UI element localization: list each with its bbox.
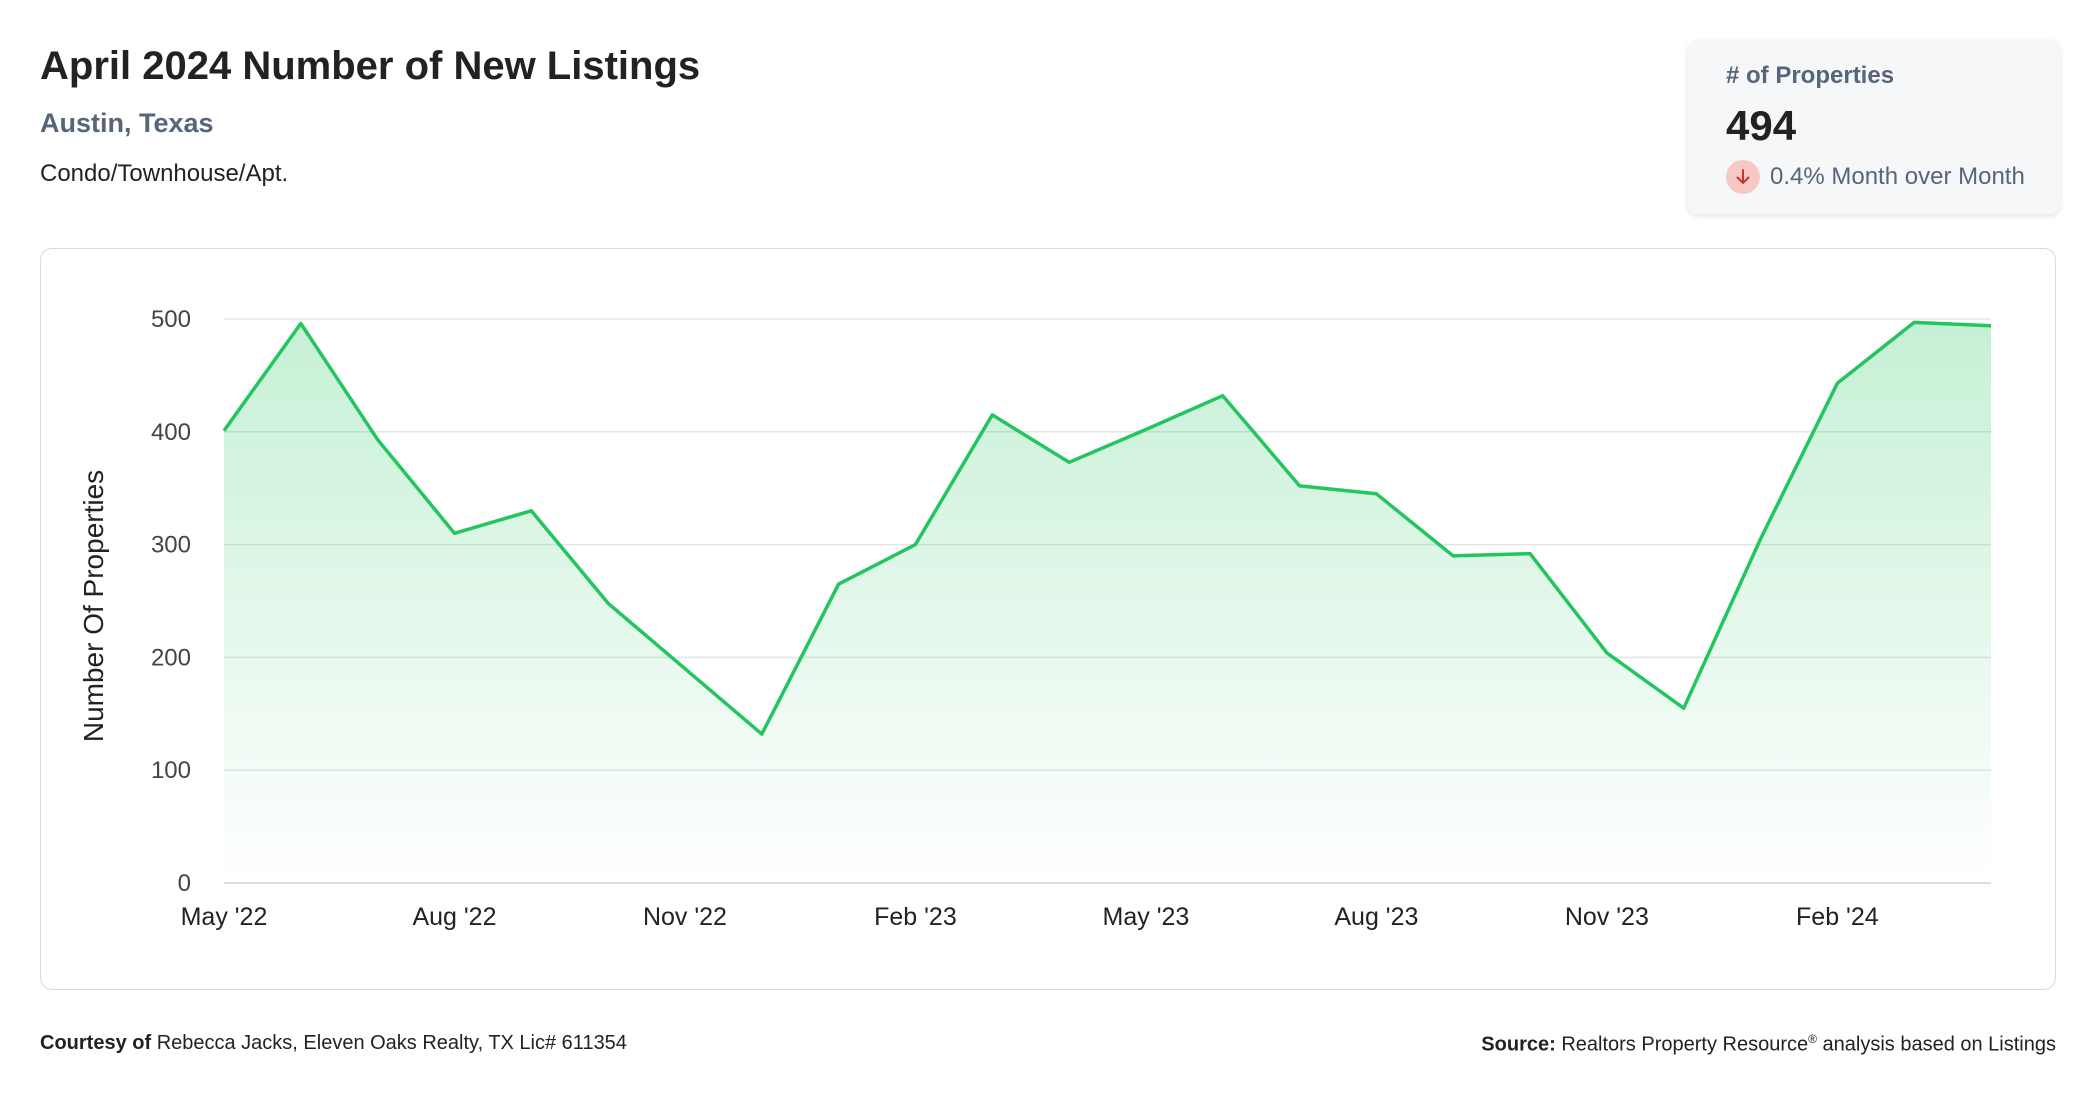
data-point-2022-05 <box>222 429 226 433</box>
source-text-b: analysis based on Listings <box>1816 1033 2057 1056</box>
stat-value: 494 <box>1726 102 1797 149</box>
source-footer: Source: Realtors Property Resource® anal… <box>1481 1032 2056 1057</box>
chart-container: 0 100 200 300 400 500 May '22 Aug '22 Nov '22 Fe… <box>40 248 2056 990</box>
data-point-2022-09 <box>529 509 533 513</box>
registered-mark: ® <box>1808 1032 1817 1046</box>
area-fill <box>224 322 1991 883</box>
data-point-2022-12 <box>760 732 764 736</box>
series-line <box>222 320 1992 736</box>
data-point-2023-09 <box>1451 554 1455 558</box>
data-point-2023-03 <box>990 413 994 417</box>
data-point-2023-12 <box>1682 706 1686 710</box>
source-text-a: Realtors Property Resource <box>1561 1033 1809 1056</box>
arrow-down-icon <box>1726 160 1760 194</box>
x-tick-label: May '22 <box>181 903 268 931</box>
x-tick-label: Nov '22 <box>643 903 727 931</box>
data-point-2024-03 <box>1912 320 1916 324</box>
data-point-2023-11 <box>1605 651 1609 655</box>
data-point-2023-10 <box>1528 552 1532 556</box>
y-tick-label: 100 <box>151 757 191 784</box>
courtesy-label: Courtesy of <box>40 1032 152 1054</box>
courtesy-text: Rebecca Jacks, Eleven Oaks Realty, TX Li… <box>156 1032 627 1054</box>
data-point-2023-05 <box>1144 428 1148 432</box>
properties-stat-card: # of Properties 494 0.4% Month over Mont… <box>1688 40 2060 214</box>
x-tick-label: Nov '23 <box>1565 903 1649 931</box>
x-tick-label: May '23 <box>1103 903 1190 931</box>
stat-change-text: 0.4% Month over Month <box>1770 163 2025 190</box>
data-point-2022-08 <box>453 531 457 535</box>
data-point-2022-06 <box>299 322 303 326</box>
x-tick-label: Aug '22 <box>412 903 496 931</box>
data-point-2023-07 <box>1298 484 1302 488</box>
data-point-2023-02 <box>913 543 917 547</box>
data-point-2024-02 <box>1835 381 1839 385</box>
data-point-2023-04 <box>1067 460 1071 464</box>
source-label: Source: <box>1481 1033 1556 1056</box>
data-point-2022-11 <box>683 667 687 671</box>
y-tick-label: 500 <box>151 306 191 333</box>
x-tick-label: Feb '23 <box>874 903 957 931</box>
y-tick-label: 300 <box>151 532 191 559</box>
location-subtitle: Austin, Texas <box>40 108 214 138</box>
y-tick-label: 400 <box>151 419 191 446</box>
y-tick-label: 200 <box>151 644 191 671</box>
y-tick-label: 0 <box>178 870 191 897</box>
x-tick-label: Feb '24 <box>1796 903 1879 931</box>
data-point-2022-07 <box>376 438 380 442</box>
x-tick-label: Aug '23 <box>1334 903 1418 931</box>
data-point-2023-01 <box>837 582 841 586</box>
y-axis-label: Number Of Properties <box>78 470 109 742</box>
property-category: Condo/Townhouse/Apt. <box>40 160 289 187</box>
data-point-2022-10 <box>606 601 610 605</box>
page-title: April 2024 Number of New Listings <box>40 44 701 88</box>
data-point-2023-08 <box>1374 492 1378 496</box>
new-listings-area-chart: 0 100 200 300 400 500 May '22 Aug '22 Nov '22 Fe… <box>78 306 1993 931</box>
stat-change: 0.4% Month over Month <box>1726 160 2060 194</box>
data-point-2023-06 <box>1221 394 1225 398</box>
data-point-2024-01 <box>1759 537 1763 541</box>
data-point-2024-04 <box>1989 324 1993 328</box>
courtesy-footer: Courtesy of Rebecca Jacks, Eleven Oaks R… <box>40 1032 627 1055</box>
stat-label: # of Properties <box>1726 62 1895 89</box>
